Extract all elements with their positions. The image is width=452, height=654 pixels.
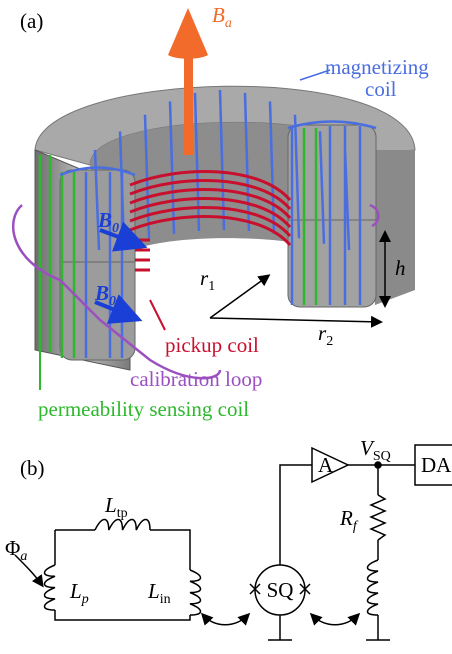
calibration-label: calibration loop (130, 367, 262, 391)
panel-a: (a) Ba magnetizing coil B0 B0 r1 r2 h pi… (13, 3, 429, 421)
panel-label: (b) (20, 456, 45, 480)
inductors (45, 520, 379, 616)
panel-label: (a) (20, 9, 43, 33)
coupling-arrow (312, 615, 358, 625)
vsq-label: VSQ (360, 436, 391, 464)
r2-arrow (210, 318, 380, 322)
r1-label: r1 (200, 266, 215, 294)
lp-label: Lp (69, 579, 89, 607)
height-label: h (395, 256, 406, 280)
ltp-label: Ltp (104, 493, 128, 521)
resistor (371, 495, 385, 540)
lin-label: Lin (147, 579, 171, 607)
rf-label: Rf (339, 506, 359, 534)
circuit-wires (55, 465, 415, 640)
permeability-label: permeability sensing coil (38, 397, 249, 421)
panel-b (15, 445, 452, 640)
field-label: Ba (212, 3, 232, 31)
magnetizing-label: coil (365, 77, 397, 101)
daq-label: DA (421, 453, 452, 477)
flux-label: Φa (5, 536, 27, 564)
coupling-arrow (203, 615, 248, 625)
squid-label: SQ (267, 578, 294, 602)
field-arrow-head (168, 8, 208, 59)
core-right-block (288, 125, 376, 307)
r1-arrow (210, 276, 268, 318)
figure: (a) Ba magnetizing coil B0 B0 r1 r2 h pi… (0, 0, 452, 654)
field-arrow-shaft (184, 55, 193, 155)
panel-b-labels: (b) Φa Ltp Lp Lin SQ A VSQ Rf DA (5, 436, 452, 607)
pickup-label: pickup coil (165, 333, 259, 357)
r2-label: r2 (318, 321, 333, 349)
magnetizing-label: magnetizing (325, 55, 429, 79)
amp-label: A (318, 453, 334, 477)
